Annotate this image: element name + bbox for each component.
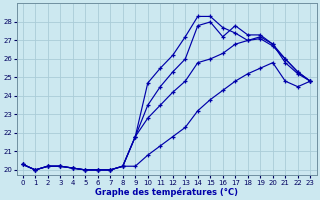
X-axis label: Graphe des températures (°C): Graphe des températures (°C) bbox=[95, 187, 238, 197]
